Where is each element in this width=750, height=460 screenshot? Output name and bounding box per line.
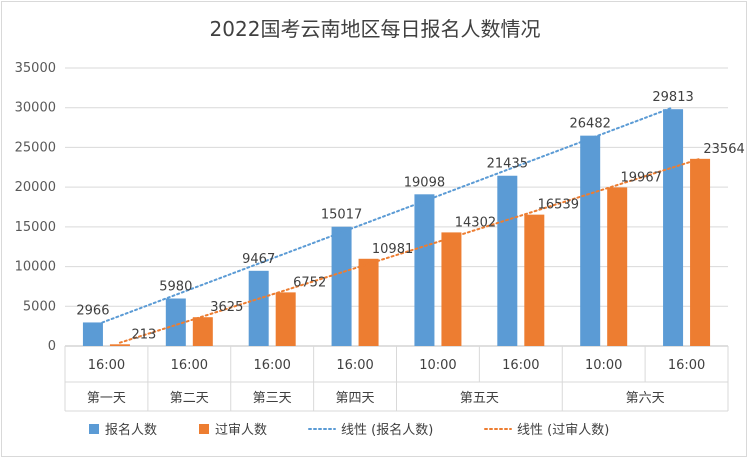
y-tick-label: 30000 — [15, 101, 56, 116]
chart-title: 2022国考云南地区每日报名人数情况 — [210, 17, 541, 41]
trendline — [91, 106, 675, 328]
bar-registered — [331, 226, 352, 346]
legend-label: 报名人数 — [105, 422, 157, 438]
x-group-label: 第四天 — [336, 391, 375, 406]
bars — [82, 109, 711, 346]
data-label: 2966 — [76, 303, 109, 318]
x-group-label: 第六天 — [626, 391, 665, 406]
y-axis: 0 5000 10000 15000 20000 25000 30000 35000 — [15, 61, 56, 354]
x-axis-table: 16:00 16:00 16:00 16:00 10:00 16:00 10:00 16:00… — [64, 345, 729, 412]
data-label: 15017 — [321, 208, 362, 223]
y-tick-label: 15000 — [15, 220, 56, 235]
bar-approved — [607, 187, 628, 346]
data-label: 26482 — [570, 117, 611, 132]
bar-approved — [192, 317, 213, 346]
bar-registered — [165, 298, 186, 346]
data-label: 19967 — [621, 170, 662, 185]
y-tick-label: 25000 — [15, 140, 56, 155]
x-tick-label: 10:00 — [585, 358, 622, 373]
x-tick-label: 16:00 — [253, 358, 290, 373]
x-tick-label: 16:00 — [88, 358, 125, 373]
legend-label: 线性 (报名人数) — [341, 422, 433, 438]
bar-approved — [690, 158, 711, 346]
x-group-label: 第五天 — [460, 391, 499, 406]
data-label: 9467 — [242, 252, 275, 267]
legend-label: 线性 (过审人数) — [517, 423, 609, 438]
trendline — [118, 157, 702, 344]
legend-swatch — [89, 424, 99, 434]
data-label: 14302 — [455, 215, 496, 230]
x-tick-label: 16:00 — [502, 358, 539, 373]
data-label: 23564 — [703, 142, 744, 157]
legend-label: 过审人数 — [215, 423, 267, 438]
y-tick-label: 5000 — [23, 299, 56, 314]
bar-approved — [441, 232, 462, 346]
bar-registered — [248, 270, 269, 346]
bar-approved — [275, 292, 296, 346]
bar-approved — [109, 344, 130, 346]
bar-registered — [580, 135, 601, 346]
y-tick-label: 0 — [48, 339, 56, 354]
data-label: 3625 — [210, 300, 243, 315]
gridlines — [65, 67, 728, 347]
bar-approved — [358, 258, 379, 346]
data-label: 5980 — [159, 280, 192, 295]
x-tick-label: 10:00 — [419, 358, 456, 373]
y-tick-label: 35000 — [15, 61, 56, 76]
data-label: 6752 — [293, 275, 326, 290]
data-label: 213 — [132, 327, 157, 342]
data-label: 10981 — [372, 242, 413, 257]
x-tick-label: 16:00 — [336, 358, 373, 373]
trendlines — [91, 106, 702, 344]
bar-approved — [524, 214, 545, 346]
data-label: 29813 — [652, 90, 693, 105]
x-tick-label: 16:00 — [668, 358, 705, 373]
legend: 报名人数 过审人数 线性 (报名人数) 线性 (过审人数) — [89, 422, 609, 438]
bar-registered — [663, 109, 684, 346]
bar-registered — [497, 175, 518, 346]
data-label: 19098 — [404, 175, 445, 190]
y-tick-label: 20000 — [15, 180, 56, 195]
bar-registered — [414, 194, 435, 346]
x-tick-label: 16:00 — [171, 358, 208, 373]
x-group-label: 第一天 — [87, 391, 126, 406]
x-group-label: 第二天 — [170, 391, 209, 406]
y-tick-label: 10000 — [15, 260, 56, 275]
data-labels: 2966 5980 9467 15017 19098 21435 26482 29813 213… — [76, 90, 744, 342]
data-label: 16539 — [538, 198, 579, 213]
x-group-label: 第三天 — [253, 391, 292, 406]
data-label: 21435 — [487, 157, 528, 172]
bar-registered — [82, 322, 103, 346]
legend-swatch — [199, 424, 209, 434]
